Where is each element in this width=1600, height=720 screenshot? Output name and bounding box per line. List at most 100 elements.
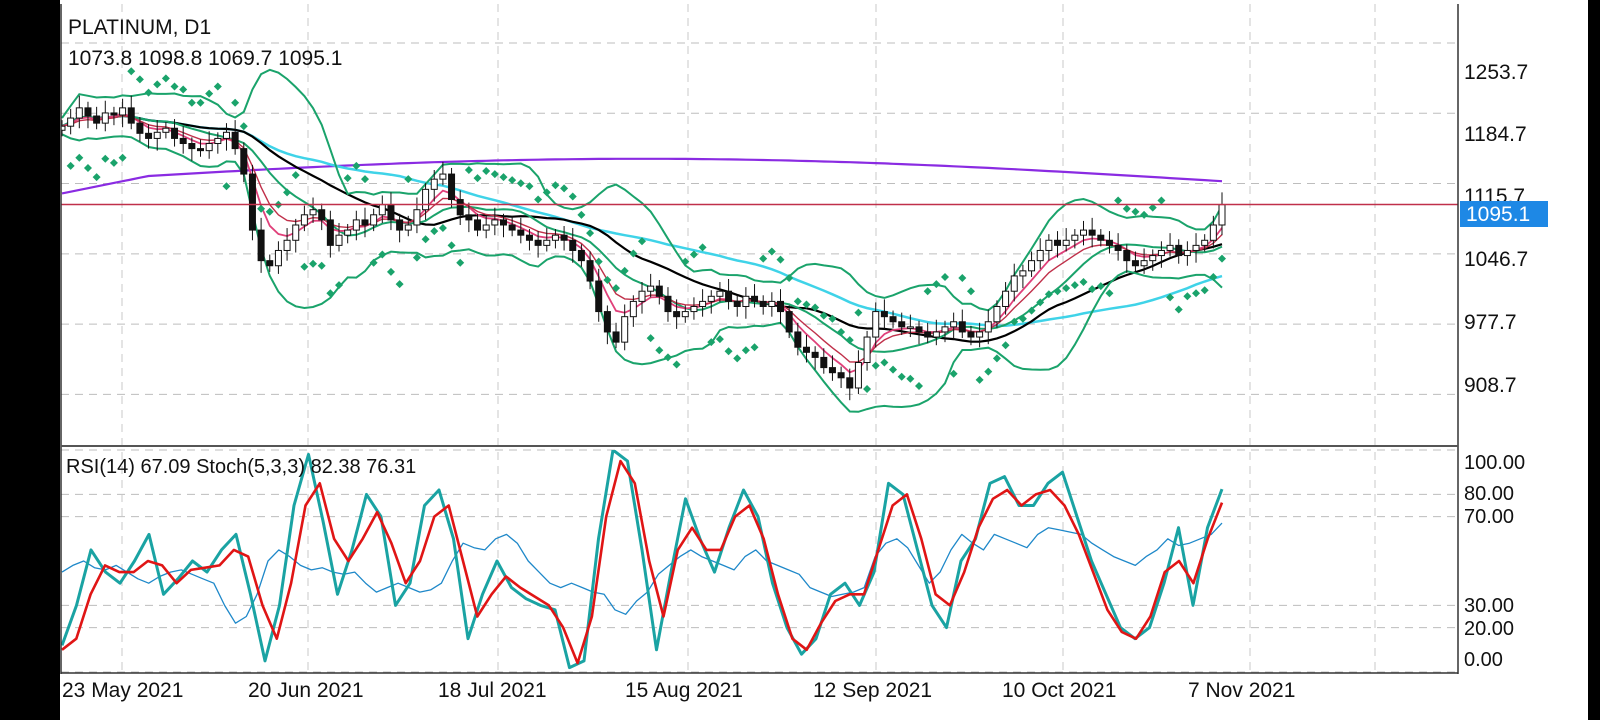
parabolic-sar-dot bbox=[984, 367, 993, 376]
parabolic-sar-dot bbox=[655, 346, 664, 355]
parabolic-sar-dot bbox=[750, 343, 759, 352]
bearish-candle-body bbox=[915, 326, 923, 333]
parabolic-sar-dot bbox=[1070, 281, 1079, 290]
parabolic-sar-dot bbox=[1183, 292, 1192, 301]
bullish-candle-body bbox=[854, 362, 862, 389]
parabolic-sar-dot bbox=[187, 98, 196, 107]
bullish-candle-body bbox=[61, 125, 66, 131]
bullish-candle-body bbox=[439, 173, 447, 180]
bullish-candle-body bbox=[352, 219, 360, 231]
bullish-candle-body bbox=[1010, 275, 1018, 292]
bearish-candle-body bbox=[534, 239, 542, 246]
parabolic-sar-dot bbox=[1140, 210, 1149, 219]
bearish-candle-body bbox=[733, 300, 741, 307]
parabolic-sar-dot bbox=[386, 267, 395, 276]
parabolic-sar-dot bbox=[222, 182, 231, 191]
price-tick: 908.7 bbox=[1464, 374, 1517, 397]
parabolic-sar-dot bbox=[681, 257, 690, 266]
bearish-candle-body bbox=[508, 224, 516, 231]
parabolic-sar-dot bbox=[603, 276, 612, 285]
parabolic-sar-dot bbox=[456, 258, 465, 267]
chart-frame bbox=[60, 4, 1459, 674]
bullish-candle-body bbox=[344, 229, 352, 236]
bearish-candle-body bbox=[136, 122, 144, 134]
parabolic-sar-dot bbox=[612, 284, 621, 293]
parabolic-sar-dot bbox=[629, 249, 638, 258]
parabolic-sar-dot bbox=[1157, 196, 1166, 205]
parabolic-sar-dot bbox=[101, 154, 110, 163]
parabolic-sar-dot bbox=[265, 207, 274, 216]
parabolic-sar-dot bbox=[958, 273, 967, 282]
parabolic-sar-dot bbox=[343, 174, 352, 183]
parabolic-sar-dot bbox=[1053, 287, 1062, 296]
time-axis-label: 23 May 2021 bbox=[62, 679, 183, 702]
bullish-candle-body bbox=[67, 117, 75, 127]
purple-moving-average-line bbox=[61, 157, 1223, 195]
parabolic-sar-dot bbox=[871, 361, 880, 370]
parabolic-sar-dot bbox=[205, 89, 214, 98]
bearish-candle-body bbox=[664, 295, 672, 313]
bearish-candle-body bbox=[967, 331, 975, 338]
parabolic-sar-dot bbox=[1001, 341, 1010, 350]
bearish-candle-body bbox=[465, 214, 473, 221]
black-moving-average-line bbox=[61, 114, 1223, 343]
bullish-candle-body bbox=[370, 214, 378, 226]
parabolic-sar-dot bbox=[551, 181, 560, 190]
price-plot-area[interactable] bbox=[59, 67, 1458, 413]
parabolic-sar-dot bbox=[300, 262, 309, 271]
bearish-candle-body bbox=[725, 290, 733, 302]
grid-lines bbox=[61, 4, 1458, 673]
parabolic-sar-dot bbox=[92, 173, 101, 182]
parabolic-sar-dot bbox=[992, 354, 1001, 363]
bullish-candle-body bbox=[984, 321, 992, 333]
parabolic-sar-dot bbox=[118, 153, 127, 162]
time-axis-label: 20 Jun 2021 bbox=[248, 679, 364, 702]
parabolic-sar-dot bbox=[395, 280, 404, 289]
stochastic-main-line bbox=[61, 450, 1224, 670]
parabolic-sar-dot bbox=[759, 254, 768, 263]
parabolic-sar-dot bbox=[620, 266, 629, 275]
parabolic-sar-dot bbox=[144, 88, 153, 97]
parabolic-sar-dot bbox=[646, 334, 655, 343]
bullish-candle-body bbox=[1149, 255, 1157, 262]
bearish-candle-body bbox=[171, 127, 179, 139]
parabolic-sar-dot bbox=[845, 336, 854, 345]
rsi-line bbox=[61, 522, 1223, 624]
bollinger-middle-band bbox=[61, 114, 1223, 353]
bearish-candle-body bbox=[1054, 239, 1062, 246]
axes: PLATINUM, D1 1073.8 1098.8 1069.7 1095.1… bbox=[62, 16, 1548, 702]
parabolic-sar-dot bbox=[828, 314, 837, 323]
price-tick: 1253.7 bbox=[1464, 61, 1528, 84]
parabolic-sar-dot bbox=[508, 176, 517, 185]
bullish-candle-body bbox=[1166, 244, 1174, 251]
bullish-candle-body bbox=[1036, 249, 1044, 262]
parabolic-sar-dot bbox=[421, 235, 430, 244]
bearish-candle-body bbox=[577, 249, 585, 262]
bullish-candle-body bbox=[768, 300, 776, 307]
bullish-candle-body bbox=[1140, 260, 1148, 267]
bullish-candle-body bbox=[283, 239, 291, 251]
bullish-candle-body bbox=[1218, 204, 1226, 226]
parabolic-sar-dot bbox=[940, 272, 949, 281]
bullish-candle-body bbox=[309, 209, 317, 216]
indicator-plot-area[interactable] bbox=[61, 450, 1224, 670]
parabolic-sar-dot bbox=[724, 347, 733, 356]
bullish-candle-body bbox=[906, 326, 914, 329]
bullish-candle-body bbox=[742, 295, 750, 307]
bearish-candle-body bbox=[655, 285, 663, 297]
parabolic-sar-dot bbox=[568, 192, 577, 201]
parabolic-sar-dot bbox=[161, 74, 170, 83]
parabolic-sar-dot bbox=[239, 122, 248, 131]
bullish-candle-body bbox=[1071, 234, 1079, 241]
parabolic-sar-dot bbox=[663, 353, 672, 362]
bullish-candle-body bbox=[491, 219, 499, 226]
parabolic-sar-dot bbox=[776, 255, 785, 264]
current-price-label: 1095.1 bbox=[1466, 203, 1530, 226]
parabolic-sar-dot bbox=[1200, 286, 1209, 295]
bullish-candle-body bbox=[699, 300, 707, 307]
bullish-candle-body bbox=[647, 285, 655, 292]
bullish-candle-body bbox=[681, 311, 689, 318]
parabolic-sar-dot bbox=[698, 243, 707, 252]
bearish-candle-body bbox=[1114, 244, 1122, 251]
parabolic-sar-dot bbox=[915, 381, 924, 390]
